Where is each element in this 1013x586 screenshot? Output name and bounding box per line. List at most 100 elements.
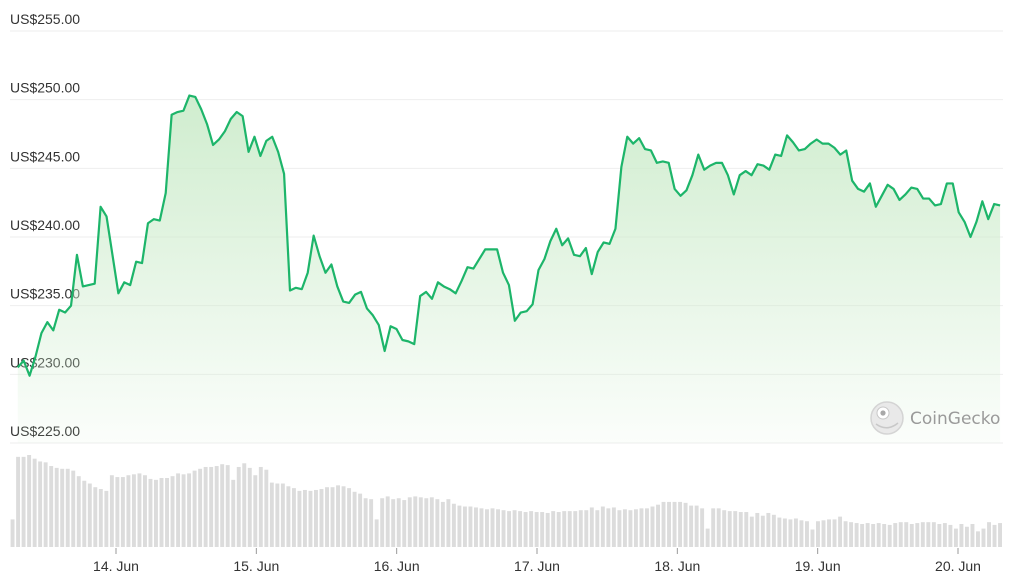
- volume-bar: [396, 498, 401, 547]
- volume-bar: [600, 506, 605, 547]
- volume-bar: [744, 512, 749, 547]
- volume-bar: [131, 474, 136, 547]
- volume-bar: [832, 519, 837, 547]
- volume-bar: [65, 468, 70, 547]
- volume-bar: [722, 510, 727, 547]
- volume-bar: [694, 505, 699, 547]
- volume-bar: [418, 497, 423, 547]
- volume-bar: [860, 524, 865, 547]
- volume-bar: [650, 506, 655, 547]
- volume-bar: [501, 510, 506, 547]
- volume-bar: [247, 467, 252, 547]
- volume-bar: [589, 507, 594, 547]
- volume-bar: [700, 508, 705, 547]
- volume-bar: [137, 473, 142, 547]
- x-axis-labels: 14. Jun 15. Jun 16. Jun 17. Jun 18. Jun 19. J…: [93, 548, 981, 574]
- gecko-logo-icon: [870, 401, 904, 435]
- volume-bar: [777, 517, 782, 547]
- volume-bar: [485, 509, 489, 547]
- y-tick-label: US$250.00: [10, 80, 80, 96]
- volume-bar: [904, 522, 909, 547]
- volume-bar: [225, 465, 230, 547]
- volume-bar: [523, 512, 528, 547]
- volume-bar: [352, 491, 357, 547]
- volume-bar: [308, 490, 313, 547]
- volume-bar: [727, 511, 732, 547]
- volume-bar: [402, 500, 407, 547]
- volume-bar: [104, 490, 109, 547]
- volume-bar: [876, 523, 881, 547]
- x-tick-label: 17. Jun: [514, 558, 560, 574]
- volume-bar: [374, 519, 379, 547]
- volume-bar: [816, 521, 820, 547]
- volume-bar: [76, 476, 81, 547]
- volume-bar: [10, 519, 15, 547]
- volume-bar: [705, 528, 710, 547]
- volume-bar: [220, 464, 225, 547]
- volume-bar: [203, 466, 208, 547]
- volume-bar: [805, 521, 809, 547]
- volume-bar: [490, 508, 495, 547]
- volume-bar: [843, 521, 848, 547]
- volume-bar: [451, 503, 456, 547]
- volume-bar: [976, 531, 980, 547]
- volume-bar: [49, 466, 54, 547]
- volume-bar: [385, 496, 390, 547]
- volume-bar: [242, 463, 247, 547]
- volume-bar: [639, 508, 644, 547]
- volume-bar: [143, 475, 147, 547]
- volume-bar: [964, 526, 969, 547]
- volume-bar: [336, 485, 340, 547]
- volume-bar: [297, 490, 302, 547]
- volume-bar: [446, 499, 451, 547]
- volume-bar: [468, 506, 473, 547]
- volume-bar: [280, 483, 285, 547]
- volume-bar: [573, 511, 578, 547]
- volume-bar: [120, 477, 125, 547]
- volume-bar: [893, 523, 898, 547]
- volume-bar: [760, 515, 765, 547]
- volume-bar: [755, 512, 760, 547]
- x-tick-label: 14. Jun: [93, 558, 139, 574]
- volume-bar: [391, 499, 396, 547]
- volume-bar: [611, 507, 616, 547]
- volume-bar: [838, 516, 843, 547]
- volume-bar: [556, 512, 561, 547]
- volume-bar: [782, 518, 787, 547]
- volume-bar: [998, 523, 1002, 547]
- volume-bar: [953, 528, 958, 547]
- volume-bar: [827, 519, 831, 547]
- volume-bar: [992, 524, 997, 547]
- volume-bar: [622, 509, 627, 547]
- volume-bar: [363, 498, 368, 547]
- volume-bar: [209, 466, 214, 547]
- volume-bar: [93, 487, 98, 547]
- volume-bar: [380, 498, 385, 547]
- volume-bar: [54, 467, 59, 547]
- volume-bar: [567, 511, 572, 547]
- volume-bar: [32, 458, 37, 547]
- volume-bar: [474, 507, 478, 547]
- volume-bar: [126, 475, 131, 547]
- volume-bar: [496, 509, 500, 547]
- volume-bar: [771, 514, 776, 547]
- volume-bar: [159, 478, 164, 547]
- volume-bar: [987, 522, 991, 547]
- volume-bar: [115, 477, 120, 547]
- volume-bar: [898, 522, 903, 547]
- volume-bar: [302, 489, 307, 547]
- volume-bar: [187, 473, 192, 547]
- volume-bar: [733, 511, 738, 547]
- x-tick-label: 16. Jun: [374, 558, 420, 574]
- volume-bar: [424, 498, 429, 547]
- x-tick-label: 18. Jun: [654, 558, 700, 574]
- volume-bar: [849, 522, 854, 547]
- volume-bar: [882, 524, 887, 547]
- volume-bar: [766, 512, 771, 547]
- volume-bar: [645, 508, 649, 547]
- watermark-text: CoinGecko: [910, 409, 1000, 429]
- volume-bar: [82, 480, 87, 547]
- volume-bar: [269, 482, 274, 547]
- volume-bar: [716, 508, 721, 547]
